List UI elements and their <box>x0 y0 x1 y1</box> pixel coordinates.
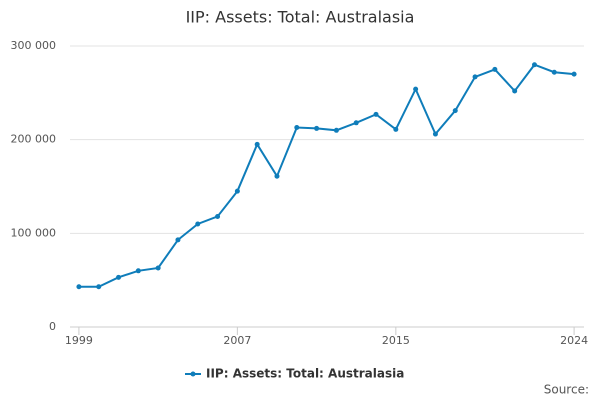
point <box>551 69 557 75</box>
point <box>135 268 141 274</box>
point <box>492 66 498 72</box>
x-tick-label: 2024 <box>560 334 588 347</box>
point <box>571 71 577 77</box>
point <box>215 213 221 219</box>
point <box>175 237 181 243</box>
point <box>254 141 260 147</box>
point <box>234 188 240 194</box>
point <box>432 131 438 137</box>
source: Source: <box>544 383 589 397</box>
x-tick-label: 2007 <box>223 334 251 347</box>
point <box>452 108 458 114</box>
point <box>333 127 339 133</box>
y-tick-label: 100 000 <box>11 226 57 239</box>
x-tick-label: 2015 <box>382 334 410 347</box>
point <box>393 126 399 132</box>
legend-marker <box>190 371 196 377</box>
point <box>531 62 537 68</box>
point <box>294 124 300 130</box>
point <box>155 265 161 271</box>
point <box>353 120 359 126</box>
point <box>116 274 122 280</box>
point <box>413 86 419 92</box>
point <box>472 74 478 80</box>
point <box>96 284 102 290</box>
chart-title: IIP: Assets: Total: Australasia <box>186 8 415 27</box>
y-tick-label: 0 <box>49 320 56 333</box>
y-tick-label: 300 000 <box>11 39 57 52</box>
legend-label: IIP: Assets: Total: Australasia <box>206 367 404 381</box>
series-line <box>78 63 575 288</box>
x-tick-label: 1999 <box>65 334 93 347</box>
point <box>314 125 320 131</box>
point <box>373 111 379 117</box>
point <box>76 284 82 290</box>
point <box>274 173 280 179</box>
point <box>512 88 518 94</box>
point <box>195 221 201 227</box>
y-tick-label: 200 000 <box>11 133 57 146</box>
